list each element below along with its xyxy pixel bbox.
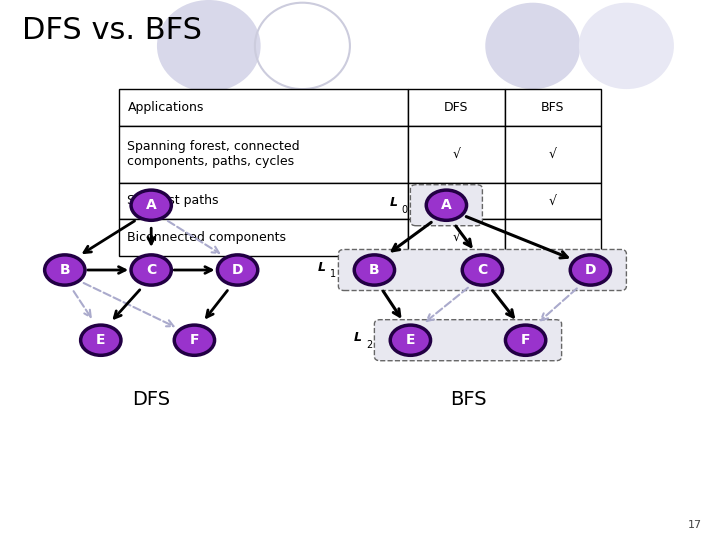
Text: L: L	[318, 261, 326, 274]
Ellipse shape	[157, 0, 261, 92]
Circle shape	[462, 255, 503, 285]
Circle shape	[354, 255, 395, 285]
Text: √: √	[549, 194, 557, 207]
FancyBboxPatch shape	[119, 126, 408, 183]
Text: √: √	[452, 231, 461, 244]
Circle shape	[390, 325, 431, 355]
Circle shape	[217, 255, 258, 285]
Text: Applications: Applications	[127, 101, 204, 114]
Text: L: L	[354, 331, 362, 344]
FancyBboxPatch shape	[408, 126, 505, 183]
Text: Spanning forest, connected
components, paths, cycles: Spanning forest, connected components, p…	[127, 140, 300, 168]
FancyBboxPatch shape	[374, 320, 562, 361]
Text: √: √	[452, 147, 461, 161]
Text: D: D	[585, 263, 596, 277]
Circle shape	[131, 190, 171, 220]
FancyBboxPatch shape	[408, 89, 505, 126]
Text: E: E	[405, 333, 415, 347]
Text: C: C	[146, 263, 156, 277]
Text: F: F	[521, 333, 531, 347]
Text: 17: 17	[688, 520, 702, 530]
Text: A: A	[441, 198, 451, 212]
FancyBboxPatch shape	[338, 249, 626, 291]
Ellipse shape	[485, 3, 580, 89]
Text: DFS: DFS	[132, 390, 170, 409]
FancyBboxPatch shape	[505, 126, 601, 183]
Text: D: D	[232, 263, 243, 277]
Circle shape	[45, 255, 85, 285]
FancyBboxPatch shape	[410, 185, 482, 226]
Text: 1: 1	[330, 269, 336, 279]
Text: Biconnected components: Biconnected components	[127, 231, 287, 244]
FancyBboxPatch shape	[505, 183, 601, 219]
FancyBboxPatch shape	[119, 219, 408, 256]
Text: BFS: BFS	[450, 390, 486, 409]
FancyBboxPatch shape	[119, 89, 408, 126]
FancyBboxPatch shape	[408, 183, 505, 219]
FancyBboxPatch shape	[119, 183, 408, 219]
Text: DFS vs. BFS: DFS vs. BFS	[22, 16, 202, 45]
Circle shape	[174, 325, 215, 355]
Text: B: B	[60, 263, 70, 277]
FancyBboxPatch shape	[505, 219, 601, 256]
Text: Shortest paths: Shortest paths	[127, 194, 219, 207]
Ellipse shape	[579, 3, 674, 89]
Text: C: C	[477, 263, 487, 277]
Circle shape	[505, 325, 546, 355]
Text: A: A	[146, 198, 156, 212]
Circle shape	[426, 190, 467, 220]
Text: L: L	[390, 196, 398, 209]
Circle shape	[131, 255, 171, 285]
Circle shape	[570, 255, 611, 285]
Text: 2: 2	[366, 340, 372, 349]
FancyBboxPatch shape	[408, 219, 505, 256]
Text: BFS: BFS	[541, 101, 564, 114]
Text: DFS: DFS	[444, 101, 469, 114]
Circle shape	[81, 325, 121, 355]
Text: √: √	[549, 147, 557, 161]
Text: F: F	[189, 333, 199, 347]
Text: 0: 0	[402, 205, 408, 214]
Text: E: E	[96, 333, 106, 347]
Text: B: B	[369, 263, 379, 277]
FancyBboxPatch shape	[505, 89, 601, 126]
